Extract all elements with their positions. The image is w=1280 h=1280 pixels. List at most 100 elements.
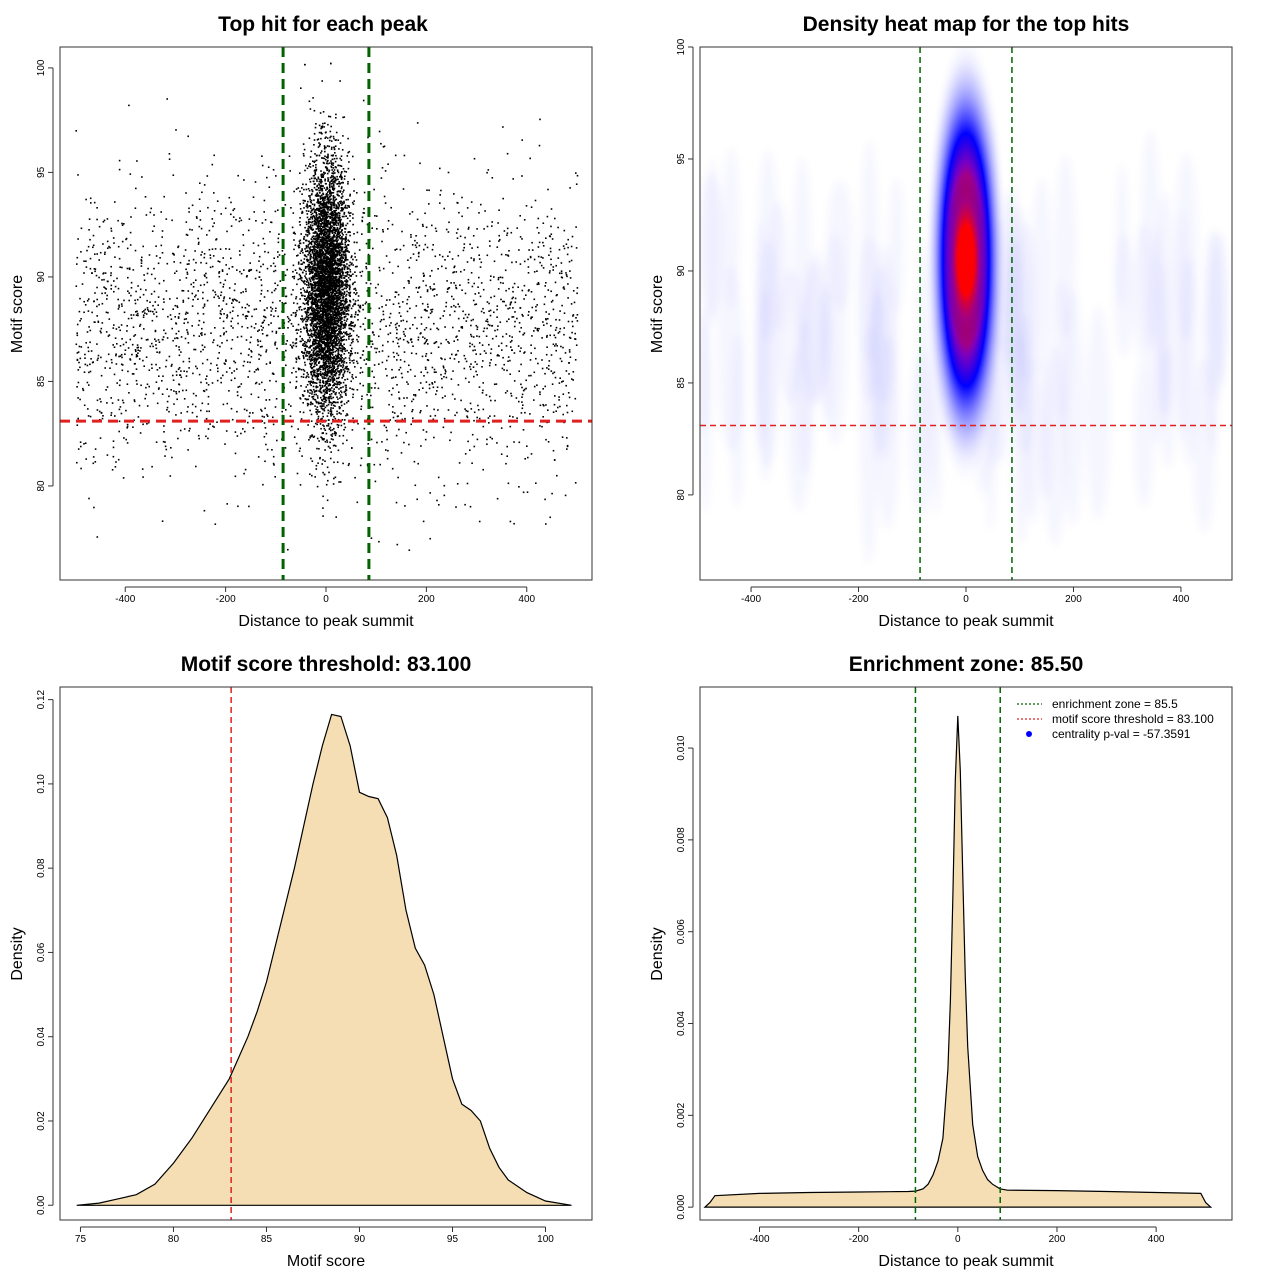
- scatter-point: [314, 274, 317, 277]
- scatter-point: [139, 323, 142, 326]
- scatter-point: [250, 356, 253, 358]
- scatter-point: [287, 317, 290, 320]
- scatter-point: [343, 403, 346, 405]
- scatter-point: [470, 363, 472, 365]
- scatter-point: [303, 352, 306, 355]
- scatter-point: [238, 220, 241, 223]
- scatter-point: [370, 387, 373, 389]
- scatter-point: [409, 307, 411, 310]
- scatter-point: [286, 316, 289, 318]
- scatter-point: [84, 304, 87, 306]
- scatter-point: [404, 328, 407, 330]
- scatter-point: [257, 456, 260, 458]
- scatter-point: [245, 339, 248, 341]
- scatter-point: [209, 254, 212, 256]
- scatter-point: [462, 249, 465, 252]
- scatter-point: [303, 303, 306, 305]
- scatter-point: [441, 358, 443, 360]
- scatter-point: [301, 187, 303, 189]
- scatter-point: [341, 419, 344, 421]
- scatter-point: [302, 355, 305, 357]
- scatter-point: [541, 425, 543, 428]
- scatter-point: [419, 411, 421, 414]
- scatter-point: [295, 361, 298, 363]
- scatter-point: [385, 325, 387, 327]
- scatter-point: [161, 230, 164, 232]
- scatter-point: [328, 190, 330, 192]
- scatter-point: [423, 248, 425, 251]
- scatter-point: [344, 390, 347, 392]
- scatter-point: [489, 279, 492, 282]
- scatter-point: [421, 302, 424, 305]
- scatter-point: [398, 345, 400, 348]
- scatter-point: [498, 240, 500, 242]
- scatter-point: [559, 357, 562, 360]
- scatter-point: [554, 395, 556, 397]
- scatter-point: [315, 334, 317, 337]
- scatter-point: [234, 452, 237, 455]
- scatter-point: [502, 300, 504, 303]
- scatter-point: [276, 347, 278, 350]
- scatter-point: [311, 377, 313, 379]
- scatter-point: [84, 363, 87, 366]
- scatter-point: [118, 355, 120, 358]
- scatter-point: [322, 408, 324, 411]
- scatter-point: [469, 449, 471, 451]
- scatter-point: [436, 327, 438, 330]
- scatter-point: [174, 337, 176, 340]
- scatter-point: [80, 467, 82, 470]
- scatter-point: [325, 432, 328, 435]
- scatter-point: [139, 325, 141, 327]
- scatter-point: [470, 319, 473, 322]
- scatter-point: [513, 282, 516, 285]
- scatter-point: [293, 302, 295, 304]
- scatter-point: [261, 345, 263, 348]
- scatter-point: [155, 315, 158, 318]
- scatter-point: [527, 272, 530, 274]
- scatter-point: [243, 472, 245, 475]
- scatter-point: [422, 272, 425, 275]
- scatter-point: [559, 310, 561, 312]
- scatter-point: [473, 411, 476, 414]
- scatter-point: [163, 329, 165, 332]
- scatter-point: [452, 370, 454, 372]
- scatter-point: [303, 345, 306, 347]
- scatter-point: [242, 291, 244, 293]
- scatter-point: [146, 299, 148, 302]
- scatter-point: [364, 317, 367, 319]
- scatter-point: [327, 403, 330, 406]
- scatter-point: [329, 201, 332, 204]
- scatter-point: [330, 163, 333, 166]
- scatter-point: [354, 303, 357, 306]
- scatter-point: [248, 269, 251, 271]
- scatter-point: [398, 428, 400, 431]
- scatter-point: [343, 178, 346, 180]
- scatter-point: [339, 276, 341, 279]
- scatter-point: [335, 287, 338, 290]
- scatter-point: [175, 392, 178, 395]
- scatter-point: [324, 391, 327, 394]
- scatter-point: [339, 397, 341, 399]
- scatter-point: [211, 248, 214, 250]
- scatter-point: [188, 259, 190, 262]
- scatter-point: [223, 297, 225, 300]
- scatter-point: [459, 284, 461, 286]
- scatter-point: [253, 308, 256, 311]
- scatter-point: [185, 277, 188, 279]
- scatter-point: [240, 272, 243, 275]
- scatter-point: [118, 384, 121, 387]
- scatter-point: [327, 361, 330, 363]
- scatter-point: [315, 246, 317, 248]
- scatter-point: [342, 327, 344, 329]
- scatter-point: [96, 409, 99, 411]
- scatter-point: [111, 361, 113, 364]
- scatter-point: [317, 251, 320, 254]
- scatter-point: [542, 388, 544, 390]
- scatter-point: [497, 288, 500, 290]
- scatter-point: [376, 228, 378, 230]
- scatter-point: [350, 342, 353, 344]
- scatter-point: [232, 209, 234, 212]
- scatter-point: [503, 300, 505, 303]
- scatter-point: [528, 374, 530, 377]
- scatter-point: [521, 396, 523, 398]
